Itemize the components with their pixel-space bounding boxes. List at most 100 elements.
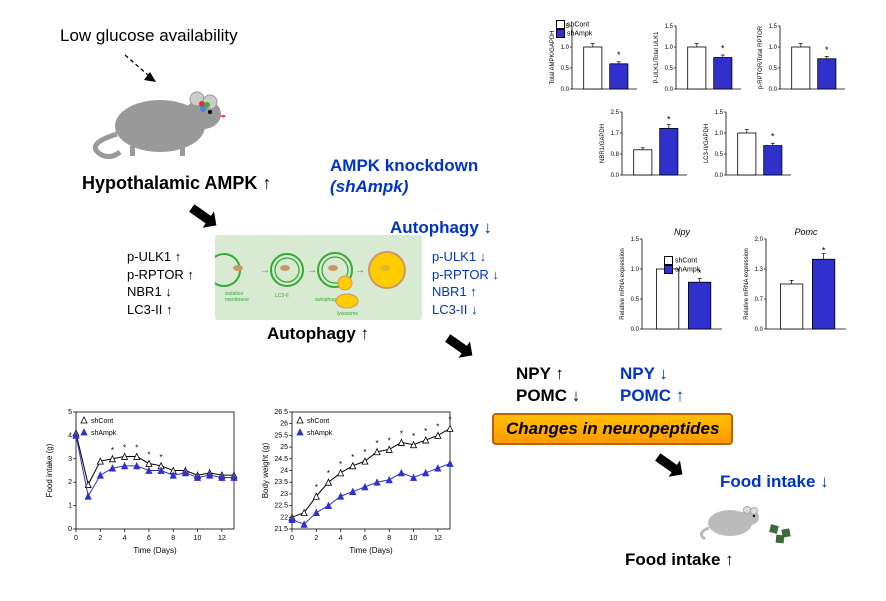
svg-text:Npy: Npy: [674, 227, 691, 237]
svg-text:10: 10: [194, 535, 202, 542]
svg-text:Relative mRNA expression: Relative mRNA expression: [744, 248, 750, 319]
svg-text:Body weight (g): Body weight (g): [261, 442, 270, 498]
bar-legend-top: shCont shAmpk: [556, 20, 592, 39]
marker: LC3-II ↑: [127, 301, 194, 319]
svg-text:25: 25: [280, 444, 288, 451]
svg-text:*: *: [436, 422, 439, 431]
svg-text:25.5: 25.5: [274, 432, 288, 439]
svg-text:*: *: [412, 432, 415, 441]
svg-text:0: 0: [290, 535, 294, 542]
svg-text:21.5: 21.5: [274, 526, 288, 533]
svg-text:*: *: [160, 453, 163, 462]
svg-text:4: 4: [68, 432, 72, 439]
svg-text:1.7: 1.7: [611, 131, 620, 137]
svg-text:*: *: [667, 114, 671, 124]
autophagy-diagram: isolation membrane → LC3-II → autophagos…: [215, 235, 422, 320]
marker: LC3-II ↓: [432, 301, 499, 319]
changes-neuropeptides-box: Changes in neuropeptides: [492, 413, 733, 445]
hypothalamic-ampk-label: Hypothalamic AMPK ↑: [82, 173, 271, 194]
svg-text:shCont: shCont: [91, 418, 113, 425]
svg-text:0.0: 0.0: [561, 87, 570, 93]
svg-text:*: *: [825, 45, 829, 55]
svg-text:0.5: 0.5: [631, 297, 640, 303]
svg-text:8: 8: [171, 535, 175, 542]
svg-text:*: *: [315, 483, 318, 492]
svg-text:*: *: [448, 415, 451, 424]
svg-text:0.0: 0.0: [611, 173, 620, 179]
svg-text:0.7: 0.7: [755, 297, 764, 303]
svg-text:2.0: 2.0: [755, 237, 764, 243]
right-markers: p-ULK1 ↓ p-RPTOR ↓ NBR1 ↑ LC3-II ↓: [432, 248, 499, 318]
ampk-knockdown-label: AMPK knockdown (shAmpk): [330, 155, 478, 198]
svg-text:shAmpk: shAmpk: [307, 430, 333, 437]
svg-text:*: *: [135, 443, 138, 452]
bar-chart-ulk1: 0.00.51.01.5*P-ULK1/Total ULK1: [650, 20, 745, 95]
svg-text:→: →: [260, 265, 270, 276]
neuro: POMC ↑: [620, 385, 684, 407]
svg-text:Food intake (g): Food intake (g): [45, 443, 54, 497]
marker: p-RPTOR ↓: [432, 266, 499, 284]
svg-text:Time (Days): Time (Days): [133, 546, 177, 555]
svg-text:*: *: [617, 50, 621, 60]
svg-text:shAmpk: shAmpk: [91, 430, 117, 437]
knockdown-line2: (shAmpk): [330, 176, 478, 197]
svg-text:2.5: 2.5: [611, 110, 620, 116]
svg-text:0.5: 0.5: [769, 66, 778, 72]
svg-text:26.5: 26.5: [274, 409, 288, 416]
svg-text:5: 5: [68, 409, 72, 416]
svg-text:1.5: 1.5: [631, 237, 640, 243]
svg-text:1.5: 1.5: [665, 24, 674, 30]
knockdown-line1: AMPK knockdown: [330, 155, 478, 176]
svg-text:*: *: [147, 450, 150, 459]
svg-text:p-RPTOR/Total RPTOR: p-RPTOR/Total RPTOR: [758, 25, 764, 89]
svg-text:1.0: 1.0: [665, 45, 674, 51]
food-intake-up: Food intake ↑: [625, 550, 734, 570]
autophagy-up-label: Autophagy ↑: [267, 324, 369, 344]
mouse-eating-illustration: [700, 495, 815, 545]
svg-text:*: *: [339, 460, 342, 469]
svg-text:10: 10: [410, 535, 418, 542]
svg-text:1: 1: [68, 503, 72, 510]
svg-text:*: *: [327, 469, 330, 478]
svg-text:0.0: 0.0: [755, 327, 764, 333]
svg-text:4: 4: [123, 535, 127, 542]
svg-text:0.0: 0.0: [715, 173, 724, 179]
svg-text:membrane: membrane: [225, 297, 249, 303]
line-chart-food-intake: 012345024681012*****Time (Days)Food inta…: [42, 402, 242, 557]
svg-text:0: 0: [74, 535, 78, 542]
svg-text:26: 26: [280, 421, 288, 428]
svg-text:1.5: 1.5: [715, 110, 724, 116]
neuro-blue: NPY ↓ POMC ↑: [620, 363, 684, 407]
marker: p-ULK1 ↑: [127, 248, 194, 266]
marker: NBR1 ↑: [432, 283, 499, 301]
marker: NBR1 ↓: [127, 283, 194, 301]
flow-arrow-3: ➡: [645, 439, 695, 491]
svg-text:Time (Days): Time (Days): [349, 546, 393, 555]
left-markers: p-ULK1 ↑ p-RPTOR ↑ NBR1 ↓ LC3-II ↑: [127, 248, 194, 318]
svg-text:1.5: 1.5: [769, 24, 778, 30]
food-intake-down: Food intake ↓: [720, 472, 829, 492]
svg-text:0: 0: [68, 526, 72, 533]
marker: p-ULK1 ↓: [432, 248, 499, 266]
svg-text:shCont: shCont: [307, 418, 329, 425]
svg-text:2: 2: [68, 479, 72, 486]
svg-text:*: *: [424, 427, 427, 436]
svg-text:0.5: 0.5: [665, 66, 674, 72]
svg-text:P-ULK1/Total ULK1: P-ULK1/Total ULK1: [654, 31, 660, 84]
svg-text:12: 12: [434, 535, 442, 542]
svg-text:lysosome: lysosome: [337, 311, 358, 317]
mouse-illustration: [90, 74, 240, 164]
neuro: NPY ↓: [620, 363, 684, 385]
svg-text:0.8: 0.8: [611, 152, 620, 158]
svg-text:3: 3: [68, 456, 72, 463]
svg-text:22: 22: [280, 514, 288, 521]
svg-text:24: 24: [280, 468, 288, 475]
svg-text:6: 6: [147, 535, 151, 542]
svg-text:*: *: [822, 245, 826, 255]
svg-text:*: *: [123, 443, 126, 452]
svg-text:*: *: [363, 448, 366, 457]
svg-text:24.5: 24.5: [274, 456, 288, 463]
autophagy-down-label: Autophagy ↓: [390, 218, 492, 238]
svg-text:8: 8: [387, 535, 391, 542]
neuro: NPY ↑: [516, 363, 580, 385]
